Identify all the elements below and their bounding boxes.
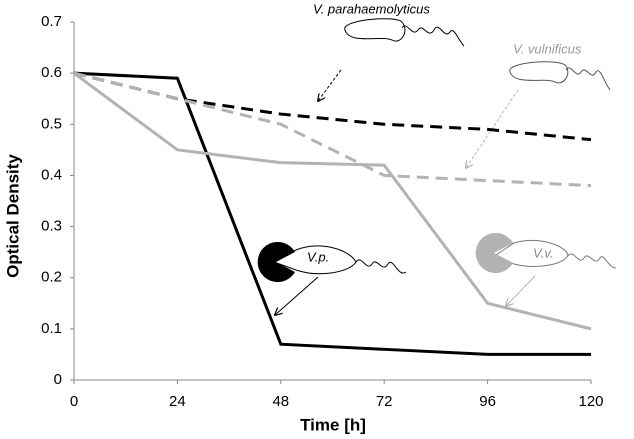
y-tick-label: 0	[54, 371, 62, 388]
annotation: V.v.	[533, 245, 553, 260]
line	[73, 71, 592, 188]
y-tick-label: 0.6	[41, 64, 62, 81]
line	[73, 71, 592, 331]
illustration	[257, 18, 617, 315]
x-tick-label: 48	[272, 393, 289, 410]
line	[73, 71, 591, 356]
annotation: V.p.	[307, 249, 329, 264]
x-tick-label: 120	[578, 393, 603, 410]
y-axis-title: Optical Density	[3, 154, 22, 278]
y-tick-label: 0.1	[41, 320, 62, 337]
annotation: V. vulnificus	[513, 41, 582, 56]
x-tick-label: 96	[479, 393, 496, 410]
y-tick-label: 0.2	[41, 269, 62, 286]
x-tick-label: 0	[70, 393, 78, 410]
y-tick-label: 0.3	[41, 218, 62, 235]
x-axis-title: Time [h]	[300, 415, 366, 434]
y-tick-label: 0.7	[41, 13, 62, 30]
y-tick-label: 0.4	[41, 166, 62, 183]
x-tick-label: 24	[169, 393, 186, 410]
y-tick-label: 0.5	[41, 115, 62, 132]
annotation: V. parahaemolyticus	[313, 1, 430, 16]
x-tick-label: 72	[376, 393, 393, 410]
